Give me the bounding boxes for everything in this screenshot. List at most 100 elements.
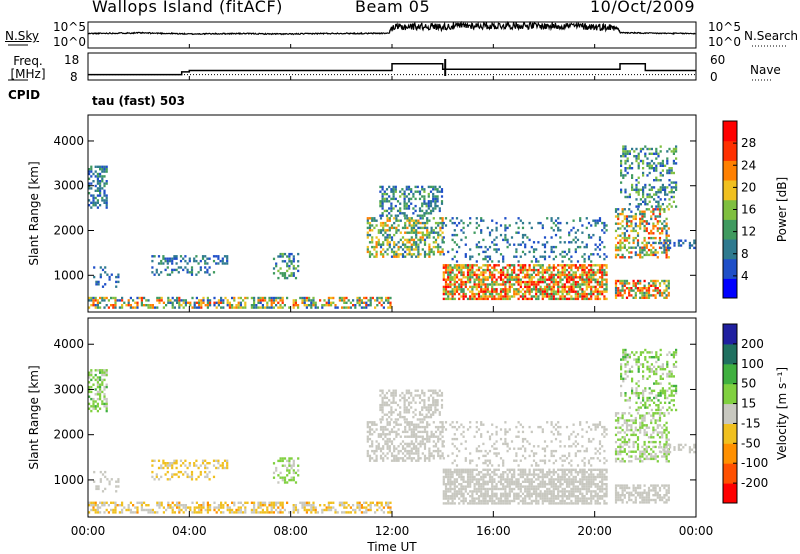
power-cell: [647, 236, 651, 240]
velocity-cell: [90, 504, 93, 507]
power-cell: [548, 266, 551, 269]
velocity-cell: [358, 501, 361, 504]
power-cell: [559, 278, 562, 281]
power-cell: [99, 296, 102, 300]
velocity-cell: [389, 506, 392, 509]
power-cell: [486, 283, 489, 286]
power-cell: [374, 306, 377, 309]
velocity-cell: [480, 483, 483, 486]
velocity-cell: [378, 506, 381, 509]
power-cell: [366, 248, 369, 251]
velocity-cell: [559, 480, 562, 483]
power-cell: [622, 176, 625, 179]
power-cell: [614, 208, 618, 211]
power-cell: [325, 304, 328, 307]
velocity-cell: [257, 506, 260, 509]
velocity-cell: [559, 490, 562, 493]
velocity-cell: [526, 490, 529, 493]
velocity-cell: [440, 399, 444, 402]
power-cell: [151, 259, 154, 263]
power-cell: [515, 292, 518, 296]
power-cell: [661, 162, 664, 165]
power-cell: [663, 224, 666, 228]
power-cell: [363, 301, 366, 304]
velocity-cell: [358, 506, 361, 509]
power-cell: [220, 306, 223, 309]
power-cell: [460, 219, 463, 222]
power-cell: [371, 296, 374, 300]
power-cell: [532, 276, 536, 279]
velocity-cell: [401, 415, 404, 419]
power-cell: [101, 170, 104, 173]
power-cell: [565, 280, 569, 284]
velocity-cell: [197, 475, 200, 479]
velocity-cell: [466, 483, 470, 486]
velocity-cell: [436, 394, 439, 397]
power-cell: [637, 152, 640, 155]
velocity-cell: [458, 502, 461, 505]
power-cell: [528, 268, 531, 272]
power-cell: [434, 226, 438, 230]
power-cell: [272, 296, 275, 300]
velocity-cell: [497, 475, 500, 479]
velocity-cell: [565, 483, 569, 486]
velocity-cell: [521, 502, 525, 505]
power-cell: [552, 278, 555, 281]
velocity-cell: [453, 478, 456, 481]
power-cell: [415, 255, 418, 258]
velocity-cell: [390, 406, 393, 409]
power-cell: [393, 255, 396, 258]
velocity-cell: [548, 499, 551, 503]
velocity-cell: [439, 421, 442, 424]
velocity-cell: [237, 508, 240, 512]
power-cell: [412, 195, 415, 198]
power-cell: [513, 243, 516, 246]
velocity-cell: [292, 511, 295, 514]
velocity-cell: [519, 490, 522, 493]
power-cell: [517, 278, 520, 281]
velocity-cell: [440, 406, 444, 409]
power-cell: [491, 280, 494, 284]
velocity-cell: [437, 454, 440, 458]
velocity-cell: [537, 464, 540, 467]
power-cell: [535, 280, 538, 284]
velocity-cell: [171, 506, 174, 509]
power-cell: [626, 195, 629, 199]
velocity-cell: [366, 437, 369, 441]
power-cell: [222, 306, 225, 309]
velocity-cell: [325, 506, 328, 509]
power-cell: [592, 271, 595, 274]
power-cell: [93, 275, 96, 279]
power-cell: [574, 280, 577, 284]
power-cell: [377, 243, 380, 246]
power-cell: [550, 266, 553, 269]
power-cell: [488, 276, 492, 279]
velocity-cell: [154, 511, 157, 514]
power-cell: [477, 280, 481, 284]
power-cell: [646, 164, 649, 167]
power-cell: [546, 288, 549, 291]
velocity-cell: [270, 506, 273, 509]
power-cell: [667, 279, 670, 283]
power-cell: [519, 271, 522, 274]
power-cell: [379, 224, 383, 227]
velocity-cell: [491, 502, 494, 505]
power-cell: [375, 236, 378, 239]
power-cell: [643, 287, 646, 290]
power-cell: [669, 239, 672, 242]
velocity-cell: [336, 511, 339, 514]
velocity-cell: [277, 459, 280, 463]
power-cell: [659, 198, 662, 201]
velocity-cell: [157, 459, 161, 462]
power-cell: [624, 188, 627, 191]
power-cell: [665, 294, 668, 297]
velocity-cell: [565, 495, 569, 498]
power-cell: [502, 283, 505, 286]
velocity-cell: [429, 403, 433, 407]
power-cell: [432, 209, 435, 213]
power-cell: [407, 185, 411, 189]
power-cell: [480, 219, 483, 222]
power-cell: [325, 301, 328, 304]
power-cell: [385, 197, 389, 201]
power-cell: [268, 296, 271, 300]
